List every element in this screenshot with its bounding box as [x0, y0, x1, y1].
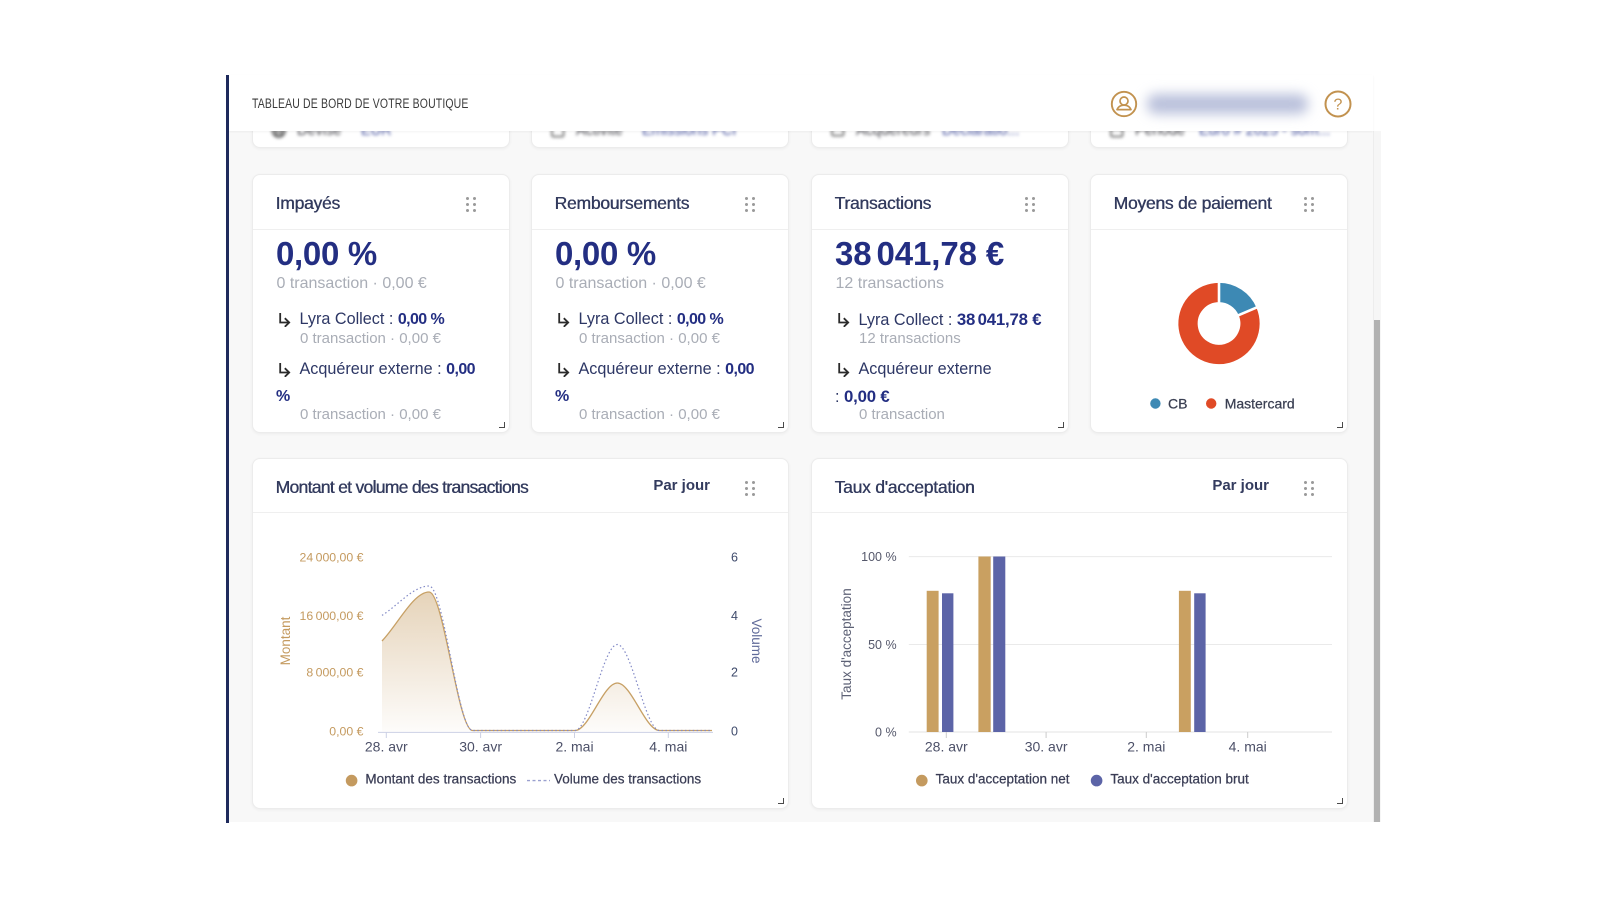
svg-text:30. avr: 30. avr — [1025, 739, 1068, 755]
svg-text:16 000,00 €: 16 000,00 € — [299, 609, 363, 623]
svg-text:28. avr: 28. avr — [925, 739, 968, 755]
svg-text:2. mai: 2. mai — [1127, 739, 1165, 755]
svg-text:2: 2 — [731, 666, 738, 680]
svg-text:4. mai: 4. mai — [649, 739, 687, 755]
svg-text:0: 0 — [731, 725, 738, 739]
svg-text:Taux d'acceptation: Taux d'acceptation — [839, 588, 854, 699]
svg-text:2. mai: 2. mai — [555, 739, 593, 755]
svg-text:4: 4 — [731, 609, 738, 623]
svg-text:Taux d'acceptation net: Taux d'acceptation net — [936, 772, 1070, 787]
svg-text:24 000,00 €: 24 000,00 € — [299, 551, 363, 565]
svg-text:30. avr: 30. avr — [459, 739, 502, 755]
svg-text:100 %: 100 % — [861, 550, 896, 564]
svg-text:4. mai: 4. mai — [1229, 739, 1267, 755]
svg-text:Montant des transactions: Montant des transactions — [365, 772, 516, 787]
svg-text:0 %: 0 % — [875, 726, 897, 740]
svg-text:CB: CB — [1168, 396, 1187, 412]
svg-text:50 %: 50 % — [868, 638, 897, 652]
svg-text:28. avr: 28. avr — [365, 739, 408, 755]
svg-text:Montant: Montant — [278, 616, 293, 665]
svg-text:Mastercard: Mastercard — [1225, 396, 1295, 412]
svg-text:Volume des transactions: Volume des transactions — [554, 772, 701, 787]
svg-text:Volume: Volume — [749, 618, 764, 663]
svg-text:6: 6 — [731, 551, 738, 565]
svg-text:0,00 €: 0,00 € — [329, 725, 363, 739]
svg-text:8 000,00 €: 8 000,00 € — [306, 666, 363, 680]
svg-text:Taux d'acceptation brut: Taux d'acceptation brut — [1110, 772, 1249, 787]
